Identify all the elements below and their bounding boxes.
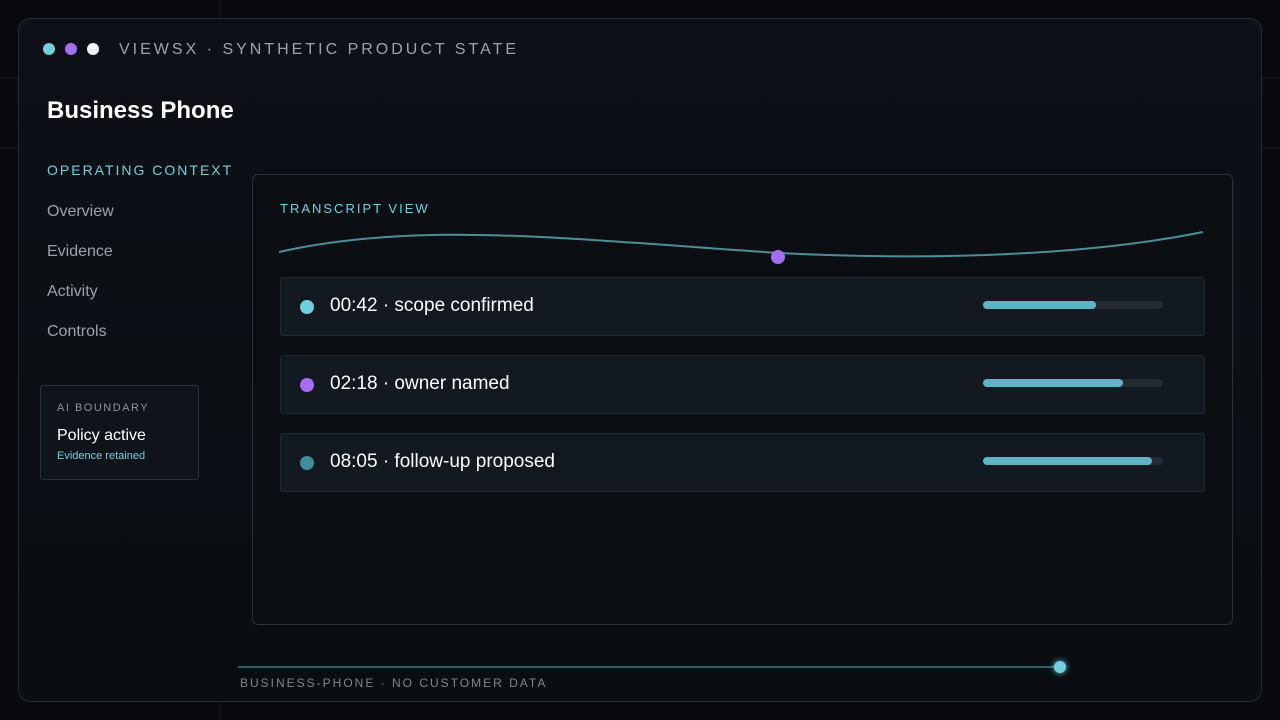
sidebar-nav: Overview Evidence Activity Controls — [47, 203, 114, 363]
sidebar-item-activity[interactable]: Activity — [47, 283, 98, 300]
event-dot — [300, 378, 314, 392]
status-dot-purple — [65, 43, 77, 55]
status-dot-cyan — [43, 43, 55, 55]
event-text: 02:18 · owner named — [330, 373, 510, 394]
event-progress-fill — [983, 379, 1124, 387]
transcript-waveform — [279, 231, 1204, 264]
event-text: 00:42 · scope confirmed — [330, 295, 534, 316]
transcript-panel: TRANSCRIPT VIEW 00:42 · scope confirmed … — [252, 174, 1233, 625]
event-progress-track — [983, 457, 1163, 465]
event-progress-track — [983, 301, 1163, 309]
sidebar-item-overview[interactable]: Overview — [47, 203, 114, 220]
sidebar-item-evidence[interactable]: Evidence — [47, 243, 113, 260]
event-progress-fill — [983, 457, 1153, 465]
waveform-marker[interactable] — [771, 250, 785, 264]
transcript-event-row[interactable]: 00:42 · scope confirmed — [280, 277, 1205, 336]
evidence-status: Evidence retained — [57, 450, 146, 462]
event-dot — [300, 300, 314, 314]
page-title: Business Phone — [47, 97, 234, 124]
transcript-event-row[interactable]: 08:05 · follow-up proposed — [280, 433, 1205, 492]
window-dots — [43, 43, 99, 55]
operating-context-label: OPERATING CONTEXT — [47, 162, 234, 178]
sidebar-item-controls[interactable]: Controls — [47, 323, 107, 340]
ai-boundary-label: AI BOUNDARY — [57, 402, 150, 414]
event-dot — [300, 456, 314, 470]
transcript-event-row[interactable]: 02:18 · owner named — [280, 355, 1205, 414]
footer-timeline — [238, 666, 1060, 668]
event-progress-track — [983, 379, 1163, 387]
status-dot-white — [87, 43, 99, 55]
brand-label: VIEWSX · SYNTHETIC PRODUCT STATE — [119, 41, 520, 58]
event-text: 08:05 · follow-up proposed — [330, 451, 555, 472]
ai-boundary-card: AI BOUNDARY Policy active Evidence retai… — [40, 385, 199, 480]
event-progress-fill — [983, 301, 1097, 309]
footer-label: BUSINESS-PHONE · NO CUSTOMER DATA — [240, 676, 548, 690]
transcript-view-label: TRANSCRIPT VIEW — [280, 201, 430, 216]
app-window: VIEWSX · SYNTHETIC PRODUCT STATE Busines… — [18, 18, 1262, 702]
timeline-handle[interactable] — [1054, 661, 1066, 673]
policy-status: Policy active — [57, 427, 146, 444]
